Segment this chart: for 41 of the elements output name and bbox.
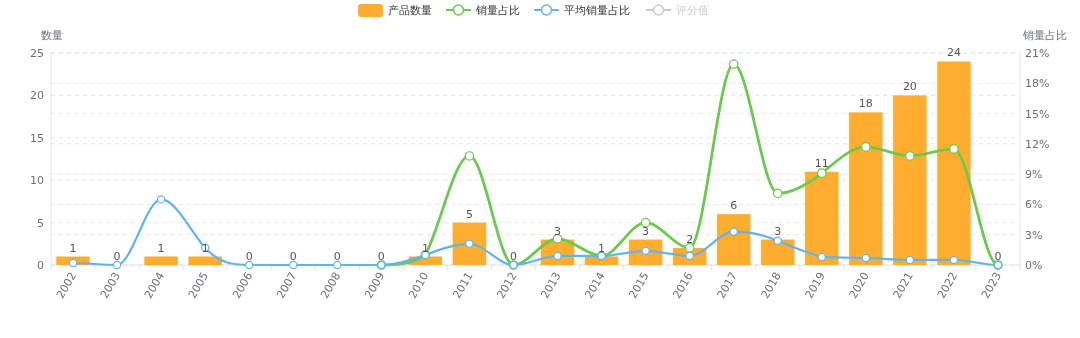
y2-tick-label: 0% <box>1025 259 1043 272</box>
data-label: 3 <box>554 224 562 238</box>
legend-label: 销量占比 <box>475 4 520 17</box>
y2-tick-label: 3% <box>1025 228 1043 242</box>
y-tick-label: 20 <box>30 89 44 103</box>
data-label: 1 <box>201 241 209 255</box>
y2-tick-label: 6% <box>1025 198 1043 212</box>
data-label: 0 <box>289 250 297 263</box>
data-label: 1 <box>598 241 606 255</box>
legend-label: 产品数量 <box>388 4 432 17</box>
data-label: 0 <box>113 250 121 263</box>
data-label: 20 <box>902 80 917 94</box>
data-label: 3 <box>774 224 782 238</box>
y-tick-label: 15 <box>30 131 44 145</box>
y-axis-title: 数量 <box>41 29 63 42</box>
y2-tick-label: 18% <box>1025 77 1050 91</box>
data-label: 0 <box>245 250 253 263</box>
y2-tick-label: 9% <box>1025 168 1043 182</box>
data-label: 0 <box>333 250 341 263</box>
data-label: 1 <box>157 241 165 255</box>
y2-axis-title: 销量占比 <box>1022 29 1067 42</box>
y-tick-label: 0 <box>37 259 44 272</box>
data-label: 1 <box>69 241 77 255</box>
y-tick-label: 5 <box>37 216 44 230</box>
data-label: 3 <box>642 224 650 238</box>
data-label: 2 <box>686 233 694 247</box>
data-label: 18 <box>858 97 873 111</box>
data-label: 0 <box>994 250 1002 263</box>
data-label: 5 <box>465 207 473 221</box>
data-label: 6 <box>730 199 738 213</box>
y2-tick-label: 21% <box>1025 47 1050 60</box>
data-label: 0 <box>509 250 517 263</box>
data-label: 24 <box>946 46 961 60</box>
y-tick-label: 25 <box>30 47 44 60</box>
data-label: 1 <box>421 241 429 255</box>
y-tick-label: 10 <box>30 174 44 188</box>
y2-tick-label: 12% <box>1025 137 1050 151</box>
y2-tick-label: 15% <box>1025 107 1050 121</box>
legend-label: 平均销量占比 <box>564 4 630 17</box>
data-label: 0 <box>377 250 385 263</box>
data-label: 11 <box>814 156 829 170</box>
